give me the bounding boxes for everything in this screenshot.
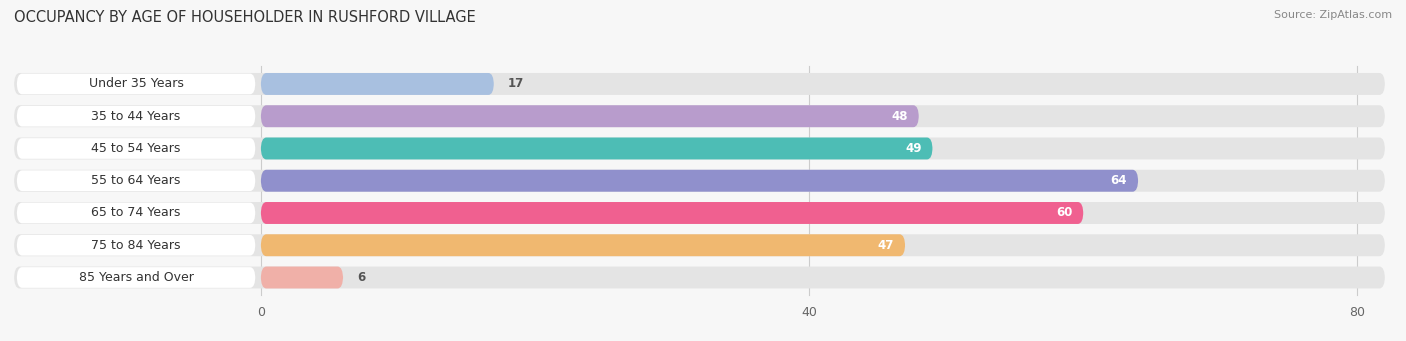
- FancyBboxPatch shape: [17, 170, 256, 191]
- FancyBboxPatch shape: [17, 203, 256, 223]
- FancyBboxPatch shape: [262, 137, 932, 160]
- FancyBboxPatch shape: [262, 73, 494, 95]
- FancyBboxPatch shape: [17, 106, 256, 127]
- FancyBboxPatch shape: [262, 267, 343, 288]
- Text: 85 Years and Over: 85 Years and Over: [79, 271, 194, 284]
- FancyBboxPatch shape: [14, 137, 1385, 160]
- FancyBboxPatch shape: [262, 234, 905, 256]
- FancyBboxPatch shape: [262, 202, 1083, 224]
- FancyBboxPatch shape: [14, 202, 1385, 224]
- Text: 64: 64: [1111, 174, 1128, 187]
- Text: 55 to 64 Years: 55 to 64 Years: [91, 174, 181, 187]
- FancyBboxPatch shape: [262, 105, 920, 127]
- FancyBboxPatch shape: [14, 267, 1385, 288]
- Text: 45 to 54 Years: 45 to 54 Years: [91, 142, 181, 155]
- Text: 65 to 74 Years: 65 to 74 Years: [91, 207, 181, 220]
- Text: 48: 48: [891, 110, 908, 123]
- Text: 47: 47: [877, 239, 894, 252]
- Text: Source: ZipAtlas.com: Source: ZipAtlas.com: [1274, 10, 1392, 20]
- FancyBboxPatch shape: [17, 138, 256, 159]
- FancyBboxPatch shape: [14, 170, 1385, 192]
- Text: OCCUPANCY BY AGE OF HOUSEHOLDER IN RUSHFORD VILLAGE: OCCUPANCY BY AGE OF HOUSEHOLDER IN RUSHF…: [14, 10, 475, 25]
- FancyBboxPatch shape: [17, 267, 256, 288]
- FancyBboxPatch shape: [14, 105, 1385, 127]
- Text: 49: 49: [905, 142, 921, 155]
- Text: 75 to 84 Years: 75 to 84 Years: [91, 239, 181, 252]
- Text: 17: 17: [508, 77, 524, 90]
- Text: 35 to 44 Years: 35 to 44 Years: [91, 110, 181, 123]
- Text: Under 35 Years: Under 35 Years: [89, 77, 184, 90]
- FancyBboxPatch shape: [14, 234, 1385, 256]
- FancyBboxPatch shape: [14, 73, 1385, 95]
- FancyBboxPatch shape: [262, 170, 1139, 192]
- Text: 60: 60: [1056, 207, 1073, 220]
- FancyBboxPatch shape: [17, 74, 256, 94]
- FancyBboxPatch shape: [17, 235, 256, 255]
- Text: 6: 6: [357, 271, 366, 284]
